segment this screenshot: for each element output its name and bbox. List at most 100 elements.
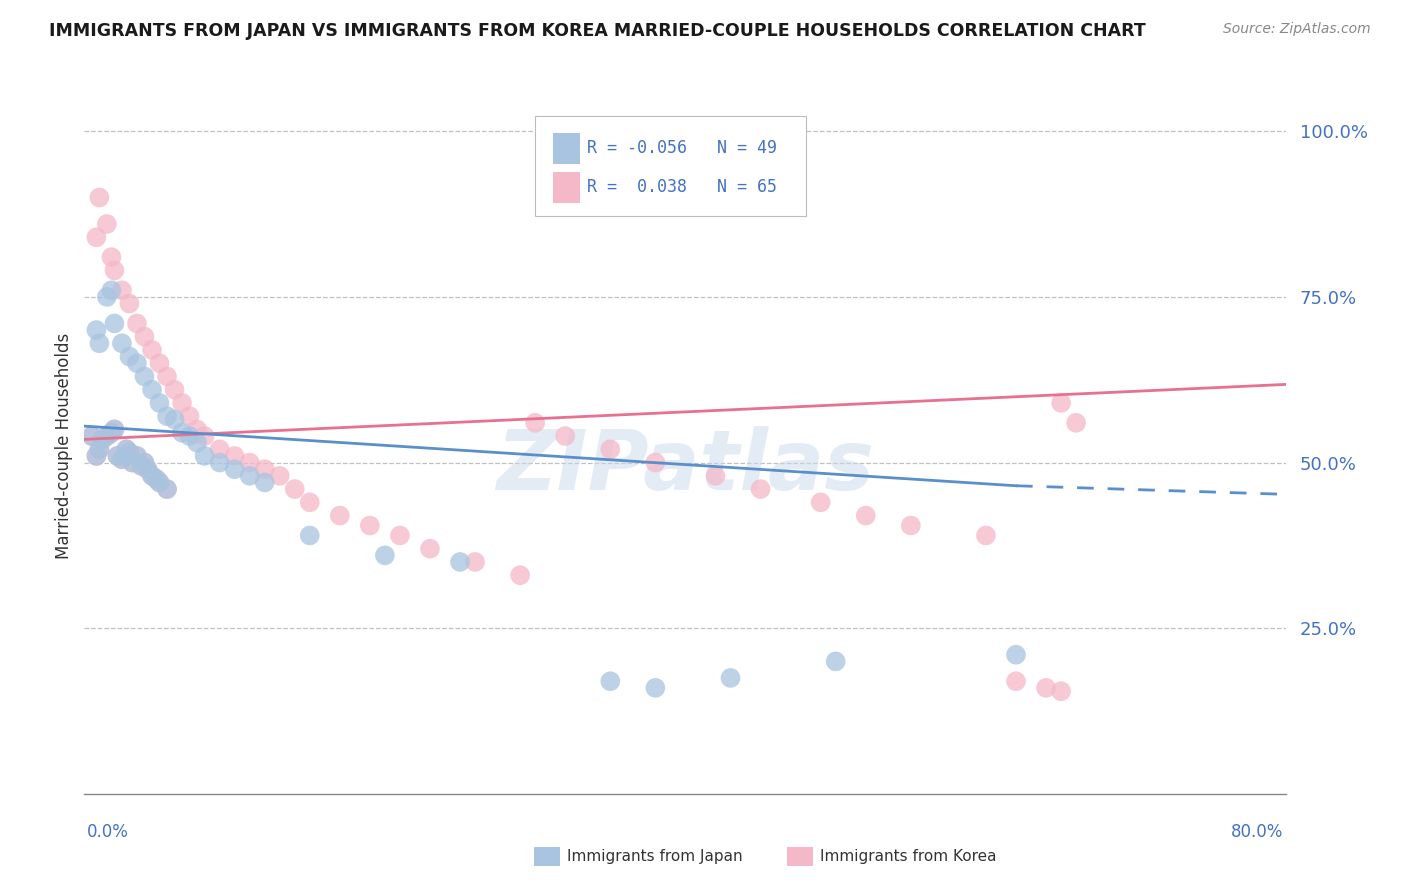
Point [224,462,246,476]
Point [107,449,129,463]
Point [86,449,108,463]
Point [284,482,307,496]
Point [1050,396,1073,410]
Point [107,449,129,463]
Point [974,528,997,542]
Text: Immigrants from Korea: Immigrants from Korea [820,849,997,863]
Point [121,456,143,470]
Point [103,263,125,277]
Point [148,396,170,410]
Point [100,250,122,264]
Point [134,329,156,343]
Point [298,495,321,509]
Point [163,383,186,397]
Point [89,442,111,457]
Text: Immigrants from Japan: Immigrants from Japan [567,849,742,863]
Text: R = -0.056   N = 49: R = -0.056 N = 49 [586,139,778,157]
Point [118,350,141,364]
Point [224,449,246,463]
Point [148,475,170,490]
Point [239,468,262,483]
Point [156,482,179,496]
Point [136,462,159,476]
Point [141,343,163,357]
Point [148,475,170,490]
Point [141,383,163,397]
Point [269,468,291,483]
Point [208,442,231,457]
Point [118,296,141,310]
Text: 0.0%: 0.0% [87,822,129,840]
Point [554,429,576,443]
Point [89,442,111,457]
Point [1050,684,1073,698]
Bar [553,133,579,164]
Point [111,452,134,467]
Y-axis label: Married-couple Households: Married-couple Households [55,333,73,559]
Point [125,317,148,331]
Point [388,528,411,542]
Point [509,568,531,582]
Point [1005,648,1028,662]
Point [89,190,111,204]
Point [170,425,193,440]
Point [464,555,486,569]
Point [131,458,153,473]
Point [329,508,352,523]
FancyBboxPatch shape [536,116,806,217]
Point [1064,416,1087,430]
Point [194,429,217,443]
Point [121,456,143,470]
Point [599,442,621,457]
Point [134,456,156,470]
Point [134,456,156,470]
Point [145,472,167,486]
Point [96,290,118,304]
Point [80,429,103,443]
Point [125,449,148,463]
Point [96,429,118,443]
Point [103,317,125,331]
Point [239,456,262,470]
Point [1005,674,1028,689]
Point [89,336,111,351]
Point [96,429,118,443]
Text: R =  0.038   N = 65: R = 0.038 N = 65 [586,178,778,196]
Point [419,541,441,556]
Point [118,445,141,459]
Point [449,555,471,569]
Point [194,449,217,463]
Point [374,549,396,563]
Point [145,472,167,486]
Point [136,462,159,476]
Point [644,681,666,695]
Point [86,449,108,463]
Text: Source: ZipAtlas.com: Source: ZipAtlas.com [1223,22,1371,37]
Point [156,482,179,496]
Point [359,518,381,533]
Point [86,323,108,337]
Point [91,433,114,447]
Point [208,456,231,470]
Point [163,412,186,426]
Point [125,449,148,463]
Point [749,482,772,496]
Point [720,671,742,685]
Point [253,475,276,490]
Text: IMMIGRANTS FROM JAPAN VS IMMIGRANTS FROM KOREA MARRIED-COUPLE HOUSEHOLDS CORRELA: IMMIGRANTS FROM JAPAN VS IMMIGRANTS FROM… [49,22,1146,40]
Point [156,409,179,424]
Point [103,422,125,436]
Point [179,429,201,443]
Point [111,452,134,467]
Point [186,435,208,450]
Point [111,283,134,297]
Point [704,468,727,483]
Point [91,433,114,447]
Point [900,518,922,533]
Point [141,468,163,483]
Point [131,458,153,473]
Point [80,429,103,443]
Point [100,283,122,297]
Point [298,528,321,542]
Point [111,336,134,351]
